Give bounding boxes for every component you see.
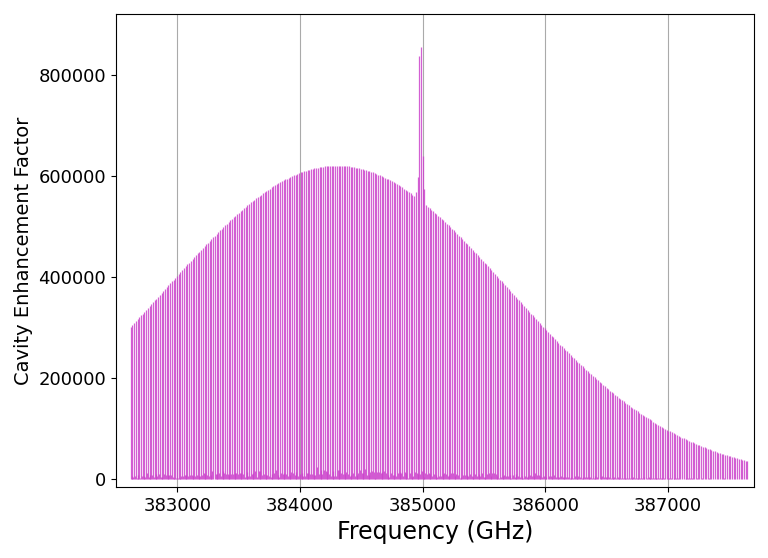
X-axis label: Frequency (GHz): Frequency (GHz) bbox=[337, 520, 533, 544]
Y-axis label: Cavity Enhancement Factor: Cavity Enhancement Factor bbox=[14, 116, 33, 384]
